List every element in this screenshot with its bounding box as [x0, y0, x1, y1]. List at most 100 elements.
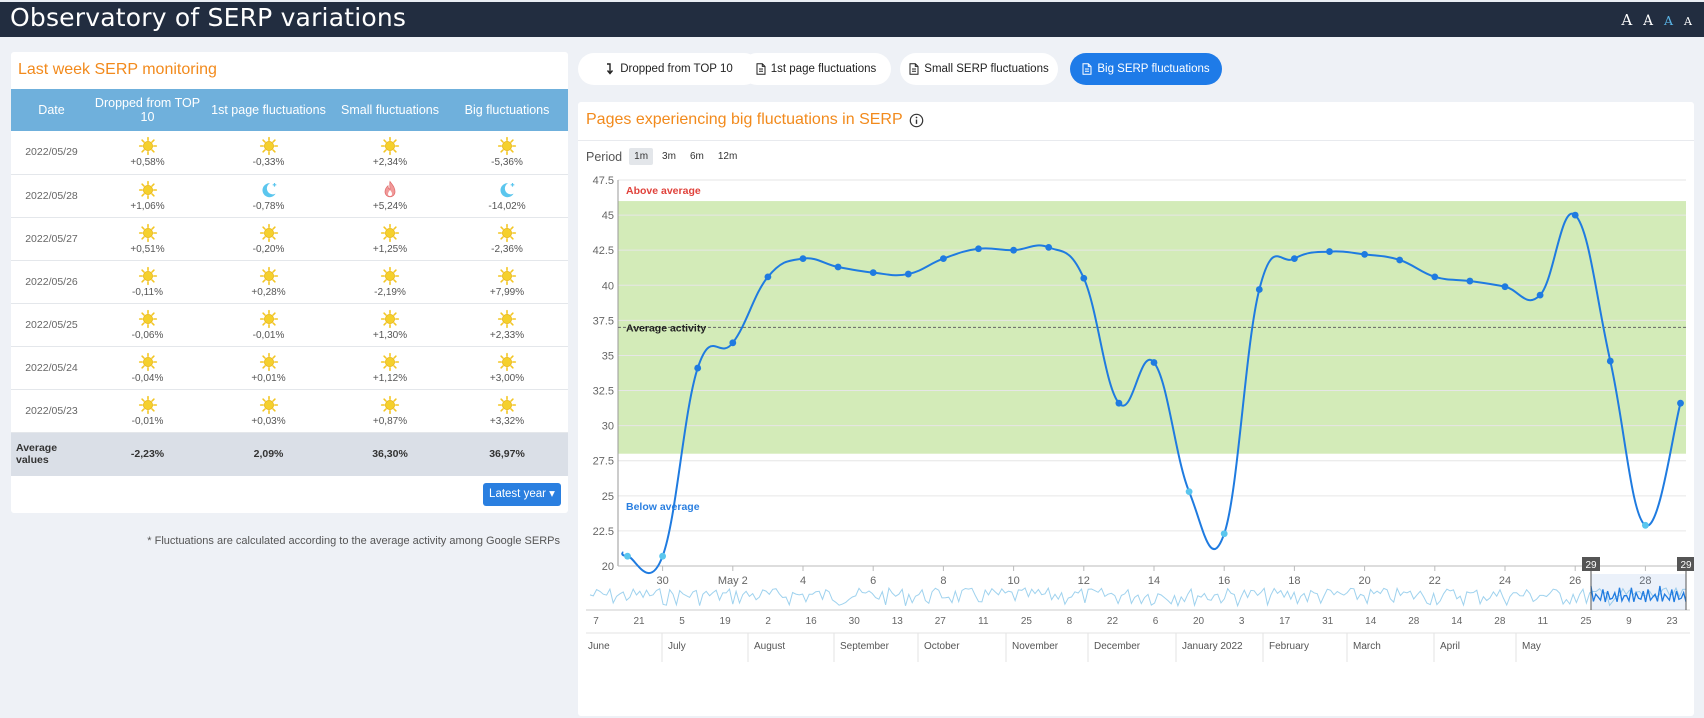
- data-point[interactable]: [799, 255, 807, 263]
- data-point[interactable]: [1255, 286, 1263, 293]
- footnote: * Fluctuations are calculated according …: [147, 535, 560, 547]
- fluctuation-value: +0,51%: [130, 243, 165, 255]
- tab-big-fluctuations[interactable]: Big SERP fluctuations: [1070, 53, 1222, 85]
- fluctuation-value: +3,32%: [489, 415, 525, 427]
- data-point[interactable]: [940, 255, 947, 263]
- data-point[interactable]: [659, 552, 666, 560]
- data-point[interactable]: [869, 269, 877, 277]
- data-point[interactable]: [1010, 246, 1017, 254]
- x-tick-label: 14: [1148, 575, 1160, 587]
- row-date: 2022/05/29: [11, 131, 92, 175]
- data-point[interactable]: [764, 273, 772, 281]
- row-date: 2022/05/26: [11, 260, 92, 304]
- data-point[interactable]: [1115, 399, 1123, 407]
- tab-label: Big SERP fluctuations: [1097, 63, 1210, 75]
- x-tick-label: 16: [1218, 575, 1230, 587]
- y-tick-label: 32.5: [593, 386, 614, 398]
- navigator-x-label: 25: [1021, 616, 1033, 627]
- top-bar: Observatory of SERP variations A A A A: [0, 0, 1704, 37]
- fluctuation-value: +0,58%: [130, 157, 165, 169]
- data-point[interactable]: [1536, 291, 1544, 299]
- navigator-x-label: 7: [593, 616, 599, 627]
- fluctuation-value: -0,06%: [131, 329, 164, 341]
- fluctuation-value: +1,12%: [372, 372, 408, 384]
- y-tick-label: 47.5: [593, 175, 614, 187]
- period-12m-button[interactable]: 12m: [717, 151, 738, 162]
- tab-label: 1st page fluctuations: [770, 63, 877, 75]
- data-point[interactable]: [1220, 530, 1228, 538]
- period-6m-button[interactable]: 6m: [689, 151, 704, 162]
- sun-icon: [138, 180, 157, 199]
- average-label: Average values: [11, 432, 92, 476]
- data-point[interactable]: [1606, 357, 1614, 365]
- navigator-selected-series: [1590, 585, 1687, 604]
- fluctuation-cell: -5,36%: [446, 131, 568, 175]
- data-point[interactable]: [624, 552, 631, 560]
- data-point[interactable]: [729, 339, 737, 347]
- document-icon: [909, 63, 919, 75]
- sun-icon: [497, 352, 517, 371]
- fluctuation-cell: +5,24%: [334, 174, 446, 218]
- row-date: 2022/05/28: [11, 174, 92, 218]
- data-point[interactable]: [1431, 273, 1439, 281]
- column-header-dropped: Dropped from TOP 10: [92, 89, 203, 131]
- data-point[interactable]: [1291, 255, 1298, 263]
- sun-icon: [259, 223, 278, 242]
- navigator-x-label: 22: [1107, 616, 1119, 627]
- data-point[interactable]: [694, 364, 702, 372]
- column-header-date: Date: [11, 89, 92, 131]
- data-point[interactable]: [1571, 211, 1579, 219]
- average-activity-label: Average activity: [626, 322, 706, 334]
- navigator-x-label: 16: [806, 616, 818, 627]
- tab-dropped-top10[interactable]: Dropped from TOP 10: [578, 53, 760, 85]
- data-point[interactable]: [834, 263, 842, 271]
- average-value: 36,97%: [446, 432, 568, 476]
- latest-year-button[interactable]: Latest year ▾: [483, 483, 561, 506]
- y-tick-label: 42.5: [593, 245, 614, 257]
- data-point[interactable]: [1326, 248, 1333, 255]
- data-point[interactable]: [1396, 256, 1404, 264]
- data-point[interactable]: [1150, 359, 1158, 366]
- sun-icon: [138, 352, 157, 371]
- monitoring-panel: Last week SERP monitoring Date Dropped f…: [11, 52, 568, 513]
- navigator-x-label: 31: [1322, 616, 1334, 627]
- month-label: September: [840, 641, 890, 652]
- info-icon[interactable]: [909, 113, 924, 128]
- sun-icon: [259, 309, 278, 328]
- tab-small-fluctuations[interactable]: Small SERP fluctuations: [900, 53, 1058, 85]
- data-point[interactable]: [1466, 277, 1474, 285]
- fluctuation-value: +0,01%: [251, 372, 286, 384]
- table-row: 2022/05/26 -0,11% +0,28% -2,19% +7,99%: [11, 260, 568, 304]
- font-size-xl-button[interactable]: A: [1621, 11, 1633, 29]
- sun-icon: [138, 395, 157, 414]
- table-row: 2022/05/29 +0,58% -0,33% +2,34% -5,36%: [11, 131, 568, 175]
- data-point[interactable]: [1642, 521, 1649, 529]
- data-point[interactable]: [1185, 488, 1193, 496]
- data-point[interactable]: [975, 245, 982, 253]
- table-header-row: Date Dropped from TOP 10 1st page fluctu…: [11, 89, 568, 131]
- y-tick-label: 45: [602, 210, 614, 222]
- column-header-small: Small fluctuations: [334, 89, 446, 131]
- period-1m-button[interactable]: 1m: [629, 148, 654, 165]
- navigator-series: [589, 586, 1687, 608]
- navigator-handle-badge[interactable]: [1582, 557, 1600, 571]
- sun-icon: [497, 395, 517, 414]
- x-tick-label: 26: [1569, 575, 1581, 587]
- font-size-s-button[interactable]: A: [1684, 15, 1692, 28]
- data-point[interactable]: [1501, 283, 1509, 291]
- data-point[interactable]: [904, 270, 912, 278]
- data-point[interactable]: [1045, 243, 1053, 251]
- data-point[interactable]: [1677, 399, 1684, 407]
- fluctuation-value: +0,03%: [251, 415, 286, 427]
- tab-label: Dropped from TOP 10: [620, 63, 733, 75]
- sun-icon: [380, 352, 400, 371]
- month-label: December: [1094, 641, 1141, 652]
- font-size-m-button[interactable]: A: [1664, 13, 1674, 28]
- data-point[interactable]: [1361, 250, 1368, 258]
- fluctuation-cell: -0,78%: [203, 174, 334, 218]
- period-3m-button[interactable]: 3m: [662, 151, 676, 162]
- navigator-handle-badge[interactable]: [1677, 557, 1694, 571]
- tab-first-page[interactable]: 1st page fluctuations: [741, 53, 891, 85]
- font-size-l-button[interactable]: A: [1643, 13, 1654, 29]
- data-point[interactable]: [1080, 274, 1088, 282]
